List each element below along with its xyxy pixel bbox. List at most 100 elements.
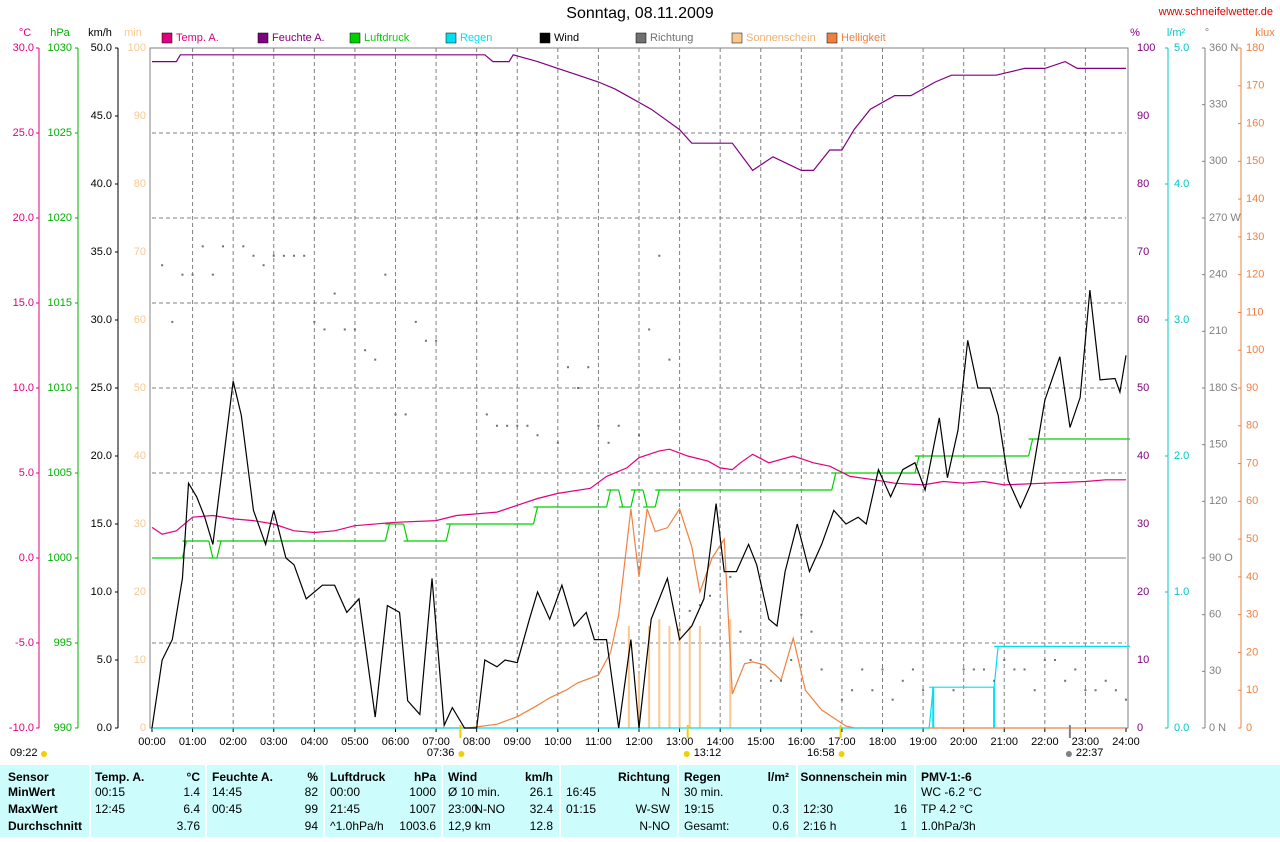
- y-tick-label: 0 N: [1209, 722, 1226, 734]
- table-cell: 00:15: [95, 785, 125, 799]
- table-cell: 23:00: [448, 802, 478, 816]
- direction-dot: [861, 668, 864, 671]
- direction-dot: [201, 245, 204, 248]
- x-tick-label: 05:00: [341, 736, 369, 748]
- table-cell: 99: [305, 802, 319, 816]
- y-tick-label: 1015: [48, 297, 72, 309]
- direction-dot: [343, 328, 346, 331]
- legend-label: Sonnenschein: [746, 32, 816, 44]
- event-label: 22:37: [1076, 747, 1104, 759]
- legend-label: Wind: [554, 32, 579, 44]
- y-tick-label: 4.0: [1174, 178, 1189, 190]
- legend-swatch: [539, 32, 551, 44]
- table-cell: 12.8: [530, 819, 554, 833]
- y-tick-label: 80: [134, 178, 146, 190]
- direction-dot: [587, 366, 590, 369]
- x-tick-label: 08:00: [463, 736, 491, 748]
- x-tick-label: 01:00: [179, 736, 207, 748]
- direction-dot: [364, 349, 367, 352]
- direction-dot: [617, 424, 620, 427]
- y-tick-label: 30: [134, 518, 146, 530]
- direction-dot: [922, 689, 925, 692]
- table-cell: 01:15: [566, 802, 596, 816]
- table-cell: ^1.0hPa/h: [330, 819, 384, 833]
- table-cell: N-NO: [639, 819, 670, 833]
- direction-dot: [313, 320, 316, 323]
- direction-dot: [688, 609, 691, 612]
- x-tick-label: 07:00: [422, 736, 450, 748]
- table-cell: 26.1: [530, 785, 554, 799]
- legend-label: Feuchte A.: [272, 32, 325, 44]
- table-cell: 12,9 km: [448, 819, 491, 833]
- table-cell: 1.4: [183, 785, 200, 799]
- direction-dot: [556, 441, 559, 444]
- table-cell: Sensor: [8, 770, 49, 784]
- x-tick-label: 16:00: [788, 736, 816, 748]
- y-tick-label: 0.0: [19, 552, 34, 564]
- event-icon: [1065, 751, 1072, 757]
- y-tick-label: 10: [134, 654, 146, 666]
- table-cell: l/m²: [768, 770, 789, 784]
- x-tick-label: 03:00: [260, 736, 288, 748]
- direction-dot: [891, 698, 894, 701]
- step-riser: [1028, 438, 1034, 457]
- direction-dot: [252, 254, 255, 257]
- y-tick-label: 35.0: [91, 246, 112, 258]
- y-tick-label: 100: [128, 42, 146, 54]
- table-background: [0, 765, 1280, 837]
- event-icon: [683, 751, 690, 757]
- y-tick-label: 70: [1246, 457, 1258, 469]
- y-tick-label: 150: [1209, 439, 1227, 451]
- direction-dot: [638, 434, 640, 437]
- chart-title: Sonntag, 08.11.2009: [566, 5, 713, 22]
- y-tick-label: 25.0: [13, 127, 34, 139]
- direction-dot: [577, 387, 580, 389]
- direction-dot: [881, 668, 884, 671]
- event-icon: [838, 751, 845, 757]
- direction-dot: [820, 668, 823, 671]
- y-tick-label: 130: [1246, 231, 1264, 243]
- table-cell: 00:00: [330, 785, 360, 799]
- series-line: [151, 448, 1126, 535]
- y-tick-label: 40.0: [91, 178, 112, 190]
- step-riser: [384, 523, 390, 542]
- y-tick-label: 300: [1209, 155, 1227, 167]
- y-tick-label: 50: [134, 382, 146, 394]
- y-tick-label: 240: [1209, 269, 1227, 281]
- legend-swatch: [731, 32, 743, 44]
- direction-dot: [901, 679, 904, 682]
- y-tick-label: 150: [1246, 155, 1264, 167]
- direction-dot: [211, 273, 214, 276]
- y-tick-label: 180 S: [1209, 382, 1238, 394]
- table-cell: WC -6.2 °C: [921, 785, 982, 799]
- x-tick-label: 04:00: [301, 736, 329, 748]
- table-cell: 0.6: [772, 819, 789, 833]
- y-tick-label: 45.0: [91, 110, 112, 122]
- table-cell: MinWert: [8, 785, 55, 799]
- legend-swatch: [635, 32, 647, 44]
- x-tick-label: 23:00: [1072, 736, 1100, 748]
- direction-dot: [303, 254, 306, 257]
- y-tick-label: 20: [134, 586, 146, 598]
- table-cell: km/h: [525, 770, 553, 784]
- axis-unit: °C: [19, 27, 31, 39]
- x-tick-label: 06:00: [382, 736, 410, 748]
- y-tick-label: 5.0: [19, 467, 34, 479]
- x-tick-label: 13:00: [666, 736, 694, 748]
- x-tick-label: 21:00: [990, 736, 1018, 748]
- table-cell: 12:45: [95, 802, 125, 816]
- direction-dot: [353, 328, 356, 331]
- axis-unit: °: [1205, 27, 1209, 39]
- direction-dot: [800, 613, 803, 616]
- y-tick-label: 10: [1137, 654, 1149, 666]
- y-tick-label: 210: [1209, 325, 1227, 337]
- y-tick-label: 60: [1246, 495, 1258, 507]
- legend-swatch: [445, 32, 457, 44]
- table-cell: 19:15: [684, 802, 714, 816]
- x-tick-label: 19:00: [909, 736, 937, 748]
- direction-dot: [982, 668, 985, 671]
- y-tick-label: 360 N: [1209, 42, 1238, 54]
- table-cell: 0.3: [772, 802, 789, 816]
- moon-time: 09:22: [10, 747, 38, 759]
